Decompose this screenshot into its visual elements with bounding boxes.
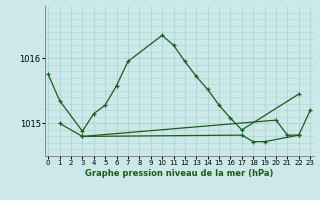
X-axis label: Graphe pression niveau de la mer (hPa): Graphe pression niveau de la mer (hPa) bbox=[85, 169, 273, 178]
